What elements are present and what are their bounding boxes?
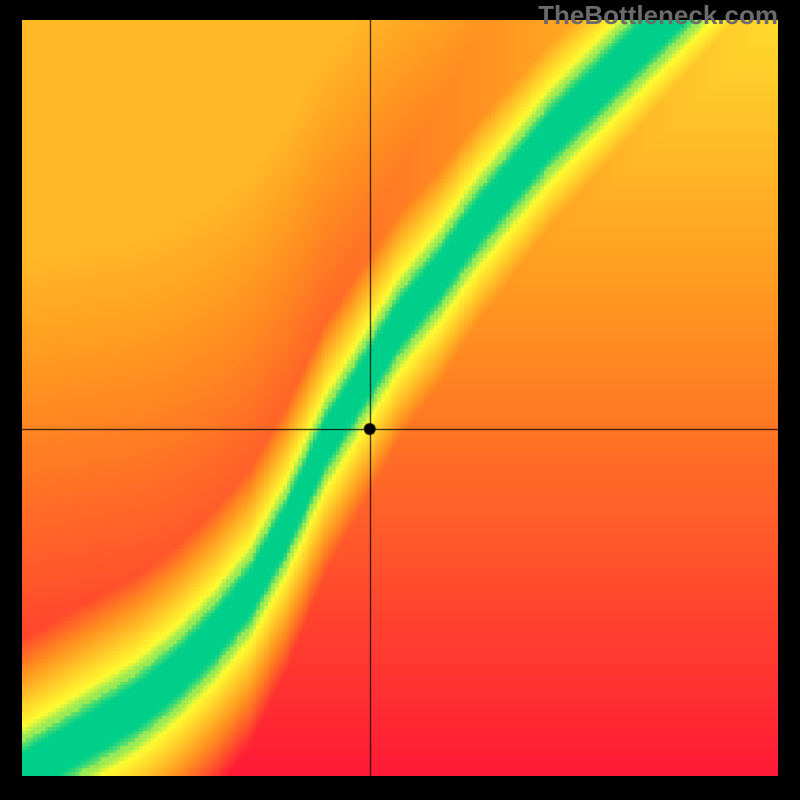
watermark-text: TheBottleneck.com (538, 0, 778, 31)
stage: TheBottleneck.com (0, 0, 800, 800)
bottleneck-heatmap (22, 20, 778, 776)
